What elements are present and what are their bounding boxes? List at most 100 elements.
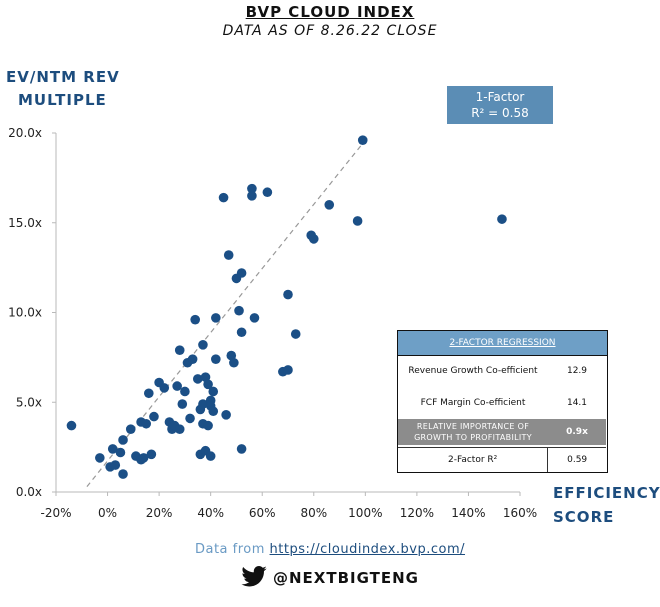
y-axis-label: EV/NTM REV MULTIPLE: [6, 66, 156, 112]
data-point: [125, 424, 136, 434]
data-point: [236, 268, 247, 278]
data-point: [118, 469, 128, 479]
data-point: [234, 305, 244, 316]
data-point: [180, 386, 190, 397]
regression-row-two-factor-r2: 2-Factor R² 0.59: [398, 447, 606, 472]
data-point: [107, 444, 118, 454]
regression-row-value: 12.9: [566, 366, 588, 376]
data-point: [146, 449, 157, 460]
source-prefix: Data from: [194, 542, 270, 557]
data-point: [192, 374, 203, 384]
regression-row-value: 0.9x: [566, 427, 588, 437]
x-axis-label: EFFICIENCY SCORE: [553, 481, 660, 529]
relative-importance-label-line2: GROWTH TO PROFITABILITY: [414, 433, 532, 442]
source-note: Data from https://cloudindex.bvp.com/: [0, 542, 660, 557]
data-point: [262, 187, 273, 198]
data-point: [185, 413, 195, 424]
data-point: [352, 216, 363, 226]
data-point: [211, 354, 221, 364]
y-axis-label-line1: EV/NTM REV: [6, 68, 120, 86]
x-tick-label: -20%: [40, 506, 71, 520]
data-point: [221, 410, 231, 420]
data-point: [203, 420, 213, 431]
data-point: [159, 383, 170, 393]
data-point: [118, 435, 128, 445]
chart-title: BVP CLOUD INDEX: [245, 3, 415, 21]
regression-row-revenue-growth: Revenue Growth Co-efficient 12.9: [398, 362, 606, 380]
data-point: [283, 365, 293, 375]
data-point: [497, 214, 507, 224]
regression-table-title: 2-FACTOR REGRESSION: [398, 331, 607, 356]
data-point: [218, 192, 229, 203]
x-tick-label: 100%: [348, 506, 382, 520]
twitter-bird-icon: [241, 566, 267, 587]
twitter-handle-row: @NEXTBIGTENG: [0, 566, 660, 587]
regression-row-label: 2-Factor R²: [448, 455, 498, 465]
data-point: [208, 386, 219, 397]
x-tick-label: 20%: [146, 506, 173, 520]
y-tick-label: 5.0x: [16, 395, 42, 409]
twitter-handle[interactable]: @NEXTBIGTENG: [272, 569, 419, 587]
regression-row-relative-importance: RELATIVE IMPORTANCE OF GROWTH TO PROFITA…: [398, 419, 606, 445]
data-point: [249, 313, 260, 323]
data-point: [190, 314, 200, 325]
data-point: [247, 191, 257, 201]
relative-importance-label-line1: RELATIVE IMPORTANCE OF: [416, 422, 530, 431]
x-tick-label: 0%: [98, 506, 117, 520]
y-tick-label: 10.0x: [8, 306, 42, 320]
data-point: [198, 340, 208, 350]
y-axis-label-line2: MULTIPLE: [18, 91, 107, 109]
x-tick-label: 60%: [249, 506, 276, 520]
data-point: [95, 453, 105, 463]
data-point: [187, 354, 198, 364]
regression-table: 2-FACTOR REGRESSION Revenue Growth Co-ef…: [397, 330, 608, 473]
one-factor-r2-value: R² = 0.58: [471, 106, 529, 120]
data-point: [324, 200, 335, 210]
data-point: [138, 453, 149, 463]
source-link[interactable]: https://cloudindex.bvp.com/: [269, 542, 466, 557]
data-point: [290, 329, 301, 339]
data-point: [223, 250, 234, 260]
data-point: [177, 399, 188, 409]
regression-row-value: 0.59: [547, 448, 606, 472]
data-point: [205, 451, 216, 461]
data-point: [308, 234, 319, 244]
one-factor-label: 1-Factor: [475, 90, 525, 104]
x-tick-label: 140%: [451, 506, 485, 520]
data-point: [144, 388, 154, 399]
x-axis-label-line1: EFFICIENCY: [553, 484, 660, 502]
regression-row-label: FCF Margin Co-efficient: [420, 398, 526, 408]
data-point: [208, 406, 219, 417]
regression-row-label: Revenue Growth Co-efficient: [408, 366, 538, 376]
one-factor-r2-box: 1-Factor R² = 0.58: [447, 86, 553, 124]
trendline: [86, 139, 366, 487]
data-point: [236, 327, 247, 338]
data-point: [174, 424, 185, 434]
x-tick-label: 80%: [300, 506, 327, 520]
x-tick-label: 40%: [197, 506, 224, 520]
data-point: [283, 289, 293, 300]
y-tick-label: 15.0x: [8, 216, 42, 230]
data-point: [211, 313, 221, 323]
data-point: [174, 345, 185, 355]
data-point: [247, 183, 257, 194]
x-axis-label-line2: SCORE: [553, 508, 615, 526]
data-point: [357, 135, 368, 145]
data-point: [115, 447, 126, 458]
data-point: [141, 418, 152, 429]
y-tick-label: 20.0x: [8, 126, 42, 140]
data-point: [172, 381, 182, 391]
chart-subtitle: DATA AS OF 8.26.22 CLOSE: [222, 23, 438, 39]
data-point: [149, 411, 159, 422]
data-point: [110, 460, 121, 470]
data-point: [198, 399, 208, 409]
x-tick-label: 160%: [503, 506, 537, 520]
regression-row-value: 14.1: [566, 398, 588, 408]
data-point: [66, 420, 77, 431]
data-point: [236, 444, 247, 454]
y-tick-label: 0.0x: [16, 485, 42, 499]
regression-row-fcf-margin: FCF Margin Co-efficient 14.1: [398, 394, 606, 412]
data-point: [229, 357, 239, 368]
x-tick-label: 120%: [400, 506, 434, 520]
